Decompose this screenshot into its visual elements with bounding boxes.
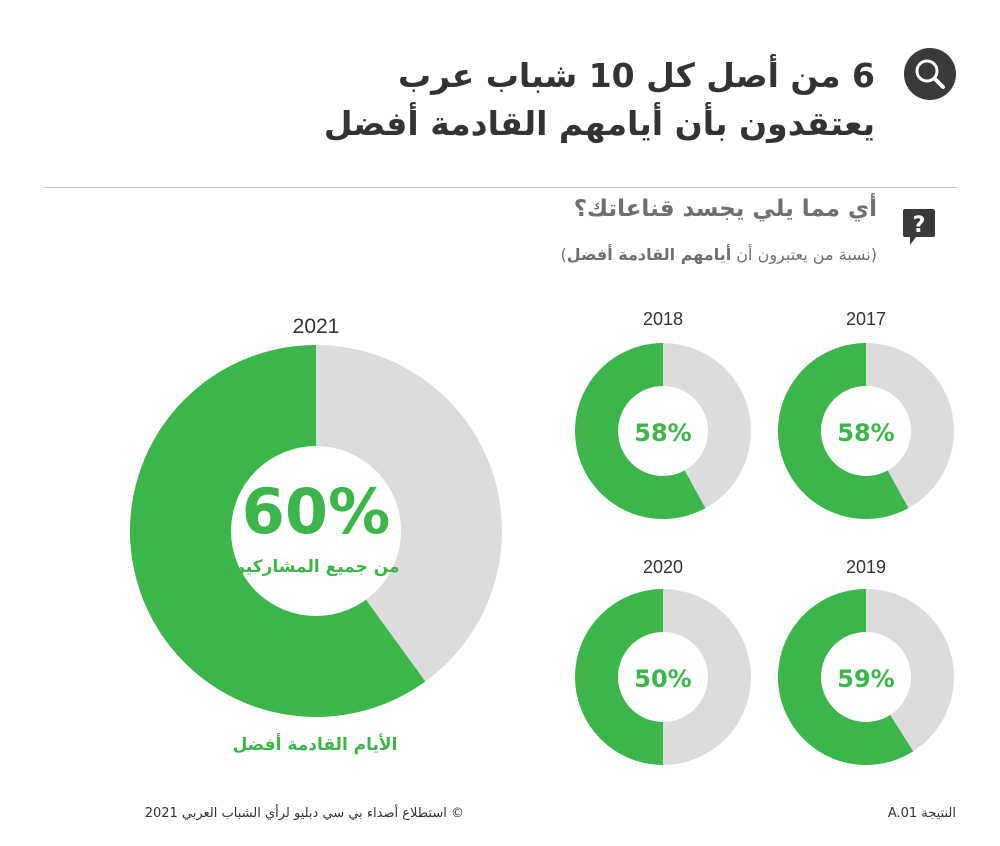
donut-2018-year-label: 2018 <box>643 309 683 329</box>
main-donut-caption: الأيام القادمة أفضل <box>232 735 398 755</box>
question-text: أي مما يلي يجسد قناعاتك؟ <box>573 196 877 222</box>
page-title: 6 من أصل كل 10 شباب عرب يعتقدون بأن أيام… <box>255 52 875 148</box>
svg-text:?: ? <box>913 213 926 238</box>
donut-2018-value-label: 58% <box>634 419 691 447</box>
main-donut-sublabel: من جميع المشاركين <box>230 557 400 577</box>
donut-2019-value-label: 59% <box>837 665 894 693</box>
donut-2019-year-label: 2019 <box>846 557 886 577</box>
title-line-1: 6 من أصل كل 10 شباب عرب <box>398 56 875 95</box>
footer-finding: النتيجة A.01 <box>887 806 956 821</box>
subtitle-suffix: ) <box>560 245 567 264</box>
search-icon <box>904 48 956 100</box>
divider <box>44 187 957 188</box>
donut-2021-value-label: 60% <box>242 475 390 548</box>
subtitle-bold: أيامهم القادمة أفضل <box>566 245 732 264</box>
donut-2017-value-label: 58% <box>837 419 894 447</box>
donut-2021-hole <box>231 446 401 616</box>
question-subtitle: (نسبة من يعتبرون أن أيامهم القادمة أفضل) <box>377 245 877 264</box>
donut-2019-hole <box>821 632 911 722</box>
donut-2020-value-label: 50% <box>634 665 691 693</box>
subtitle-prefix: (نسبة من يعتبرون أن <box>731 245 877 264</box>
title-line-2: يعتقدون بأن أيامهم القادمة أفضل <box>323 104 875 143</box>
footer-source: © استطلاع أصداء بي سي دبليو لرأي الشباب … <box>144 806 464 821</box>
donut-2017-hole <box>821 386 911 476</box>
donut-2017-year-label: 2017 <box>846 309 886 329</box>
donut-2021-year-label: 2021 <box>293 315 340 338</box>
donut-2020-year-label: 2020 <box>643 557 683 577</box>
donut-2020-hole <box>618 632 708 722</box>
donut-2018-hole <box>618 386 708 476</box>
speech-bubble-question-icon: ? <box>902 207 936 247</box>
